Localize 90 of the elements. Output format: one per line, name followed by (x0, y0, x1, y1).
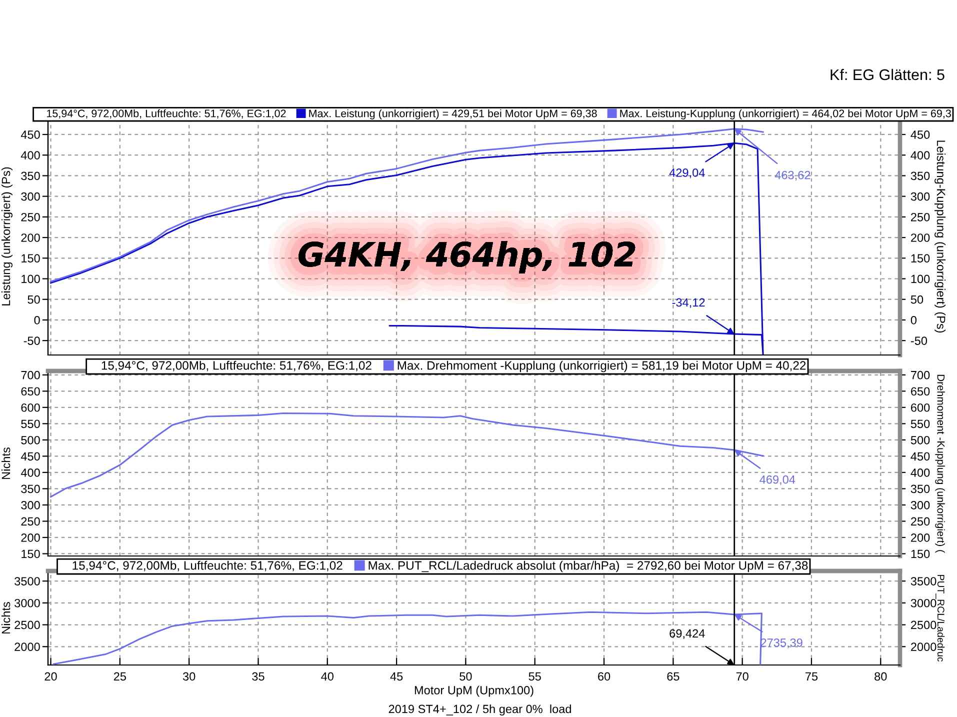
data-label: 429,04 (669, 168, 705, 178)
y2-tick-label: 450 (910, 452, 930, 461)
x-tick-label: 65 (667, 672, 680, 681)
x-tick-label: 70 (736, 672, 748, 681)
y-tick-label: 350 (21, 484, 40, 494)
y2-tick-label: 150 (911, 550, 930, 558)
y-tick-label: 450 (20, 130, 40, 139)
y2-tick-label: 0 (910, 316, 917, 324)
y2-tick-label: 150 (911, 254, 930, 263)
x-tick-label: 60 (598, 672, 610, 681)
y-tick-label: 250 (21, 517, 40, 526)
x-tick-label: 75 (806, 672, 818, 681)
y2-tick-label: 2500 (911, 620, 936, 630)
y-tick-label: 300 (21, 500, 40, 510)
y2-tick-label: 300 (910, 192, 930, 201)
y2-tick-label: 350 (910, 172, 930, 180)
text: 2019 ST4+_102 / 5h gear 0% load (388, 704, 571, 716)
y2-axis-title: Leistung-Kupplung (unkorrigiert) (Ps) (934, 140, 946, 333)
y2-tick-label: 2000 (911, 642, 936, 652)
y-tick-label: 0 (34, 316, 40, 324)
x-tick-label: 35 (252, 672, 264, 681)
legend-title: 15,94°C, 972,00Mb, Luftfeuchte: 51,76%, EG:1,02 (47, 109, 286, 119)
ref-line-label: 69,424 (670, 629, 705, 640)
data-label: 463,62 (774, 170, 810, 181)
y2-tick-label: 450 (910, 130, 930, 139)
text: G4KH, 464hp, 102 (298, 240, 636, 274)
legend-label: Max. PUT_RCL/Ladedruck absolut (mbar/hPa) = 2792,60 bei Motor UpM = 67,38 (368, 560, 808, 572)
y2-tick-label: 3500 (910, 577, 936, 586)
y-tick-label: -50 (24, 336, 40, 345)
x-tick-label: 20 (44, 672, 57, 681)
y2-tick-label: 400 (910, 151, 930, 160)
y-tick-label: 3000 (14, 598, 40, 608)
y2-tick-label: 600 (911, 403, 930, 412)
x-tick-label: 45 (390, 672, 403, 681)
y-tick-label: 400 (20, 151, 40, 160)
y-tick-label: 200 (21, 234, 40, 242)
y-tick-label: 100 (22, 274, 40, 284)
y2-tick-label: 250 (911, 212, 930, 222)
text: Kf: EG Glätten: 5 (830, 68, 944, 80)
y-tick-label: 450 (20, 452, 40, 461)
y2-tick-label: 650 (911, 387, 930, 396)
y2-tick-label: 3000 (910, 598, 936, 608)
y-axis-title: Nichts (2, 602, 10, 634)
y-axis-title: Nichts (2, 448, 10, 479)
y-axis-title: Leistung (unkorrigiert) (Ps) (2, 167, 13, 306)
x-tick-label: 80 (874, 672, 887, 681)
y-tick-label: 50 (28, 295, 40, 304)
y-tick-label: 300 (21, 192, 40, 201)
legend-title: 15,94°C, 972,00Mb, Luftfeuchte: 51,76%, EG:1,02 (102, 360, 372, 372)
legend-label: Max. Leistung (unkorrigiert) = 429,51 bei Motor UpM = 69,38 (309, 109, 597, 120)
x-axis-title: Motor UpM (Upmx100) (414, 686, 534, 697)
y2-tick-label: 400 (910, 468, 930, 477)
y2-axis-title: Drehmoment -Kupplung (unkorrigiert) ( (935, 374, 945, 553)
y2-tick-label: 300 (910, 500, 930, 510)
y-tick-label: 400 (20, 468, 40, 477)
data-label: 469,04 (760, 475, 796, 486)
y2-tick-label: 350 (910, 484, 930, 494)
legend-label: Max. Leistung-Kupplung (unkorrigiert) = 464,02 bei Motor UpM = 69,3 (620, 109, 951, 120)
y2-tick-label: 250 (911, 517, 930, 526)
legend-label: Max. Drehmoment -Kupplung (unkorrigiert) = 581,19 bei Motor UpM = 40,22 (398, 360, 806, 372)
y-tick-label: 150 (22, 254, 40, 263)
y2-tick-label: 200 (911, 234, 930, 242)
x-tick-label: 40 (321, 672, 334, 681)
x-tick-label: 50 (460, 672, 472, 681)
y-tick-label: 3500 (14, 577, 40, 586)
y-tick-label: 550 (21, 420, 40, 428)
y2-tick-label: 50 (910, 295, 924, 304)
data-label: 2735,39 (760, 638, 802, 648)
y-tick-label: 700 (21, 370, 40, 380)
y2-tick-label: 700 (911, 370, 930, 380)
y-tick-label: 200 (21, 534, 40, 542)
y-tick-label: 350 (21, 172, 40, 180)
y-tick-label: 150 (22, 550, 40, 558)
y-tick-label: 650 (21, 387, 40, 396)
y2-tick-label: -50 (910, 336, 928, 345)
y2-tick-label: 550 (910, 420, 930, 428)
y-tick-label: 2500 (14, 620, 40, 630)
y-tick-label: 2000 (14, 642, 40, 652)
y2-tick-label: 500 (910, 436, 930, 444)
y-tick-label: 500 (21, 436, 40, 444)
y2-axis-title: PUT_RCL/Ladedruc (936, 575, 945, 662)
x-tick-label: 55 (528, 672, 541, 681)
x-tick-label: 30 (182, 672, 196, 681)
y-tick-label: 250 (21, 212, 40, 222)
legend-title: 15,94°C, 972,00Mb, Luftfeuchte: 51,76%, EG:1,02 (72, 560, 342, 572)
y2-tick-label: 200 (911, 534, 930, 542)
y2-tick-label: 100 (911, 274, 930, 284)
x-tick-label: 25 (114, 672, 126, 681)
y-tick-label: 600 (21, 403, 40, 412)
data-label: -34,12 (672, 298, 705, 308)
